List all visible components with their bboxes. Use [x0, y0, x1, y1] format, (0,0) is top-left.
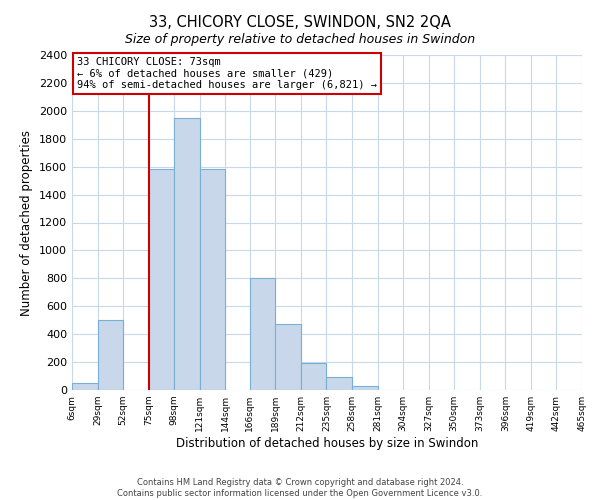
Y-axis label: Number of detached properties: Number of detached properties [20, 130, 34, 316]
Bar [72, 383, 98, 390]
Bar [149, 170, 174, 390]
Text: 33, CHICORY CLOSE, SWINDON, SN2 2QA: 33, CHICORY CLOSE, SWINDON, SN2 2QA [149, 15, 451, 30]
Bar [98, 320, 123, 390]
Text: Size of property relative to detached houses in Swindon: Size of property relative to detached ho… [125, 32, 475, 46]
Bar [200, 170, 226, 390]
Bar [275, 324, 301, 390]
Bar [174, 118, 200, 390]
Bar [301, 364, 326, 390]
Text: Contains HM Land Registry data © Crown copyright and database right 2024.
Contai: Contains HM Land Registry data © Crown c… [118, 478, 482, 498]
Text: 33 CHICORY CLOSE: 73sqm
← 6% of detached houses are smaller (429)
94% of semi-de: 33 CHICORY CLOSE: 73sqm ← 6% of detached… [77, 56, 377, 90]
Bar [250, 278, 275, 390]
X-axis label: Distribution of detached houses by size in Swindon: Distribution of detached houses by size … [176, 437, 478, 450]
Bar [326, 378, 352, 390]
Bar [352, 386, 377, 390]
